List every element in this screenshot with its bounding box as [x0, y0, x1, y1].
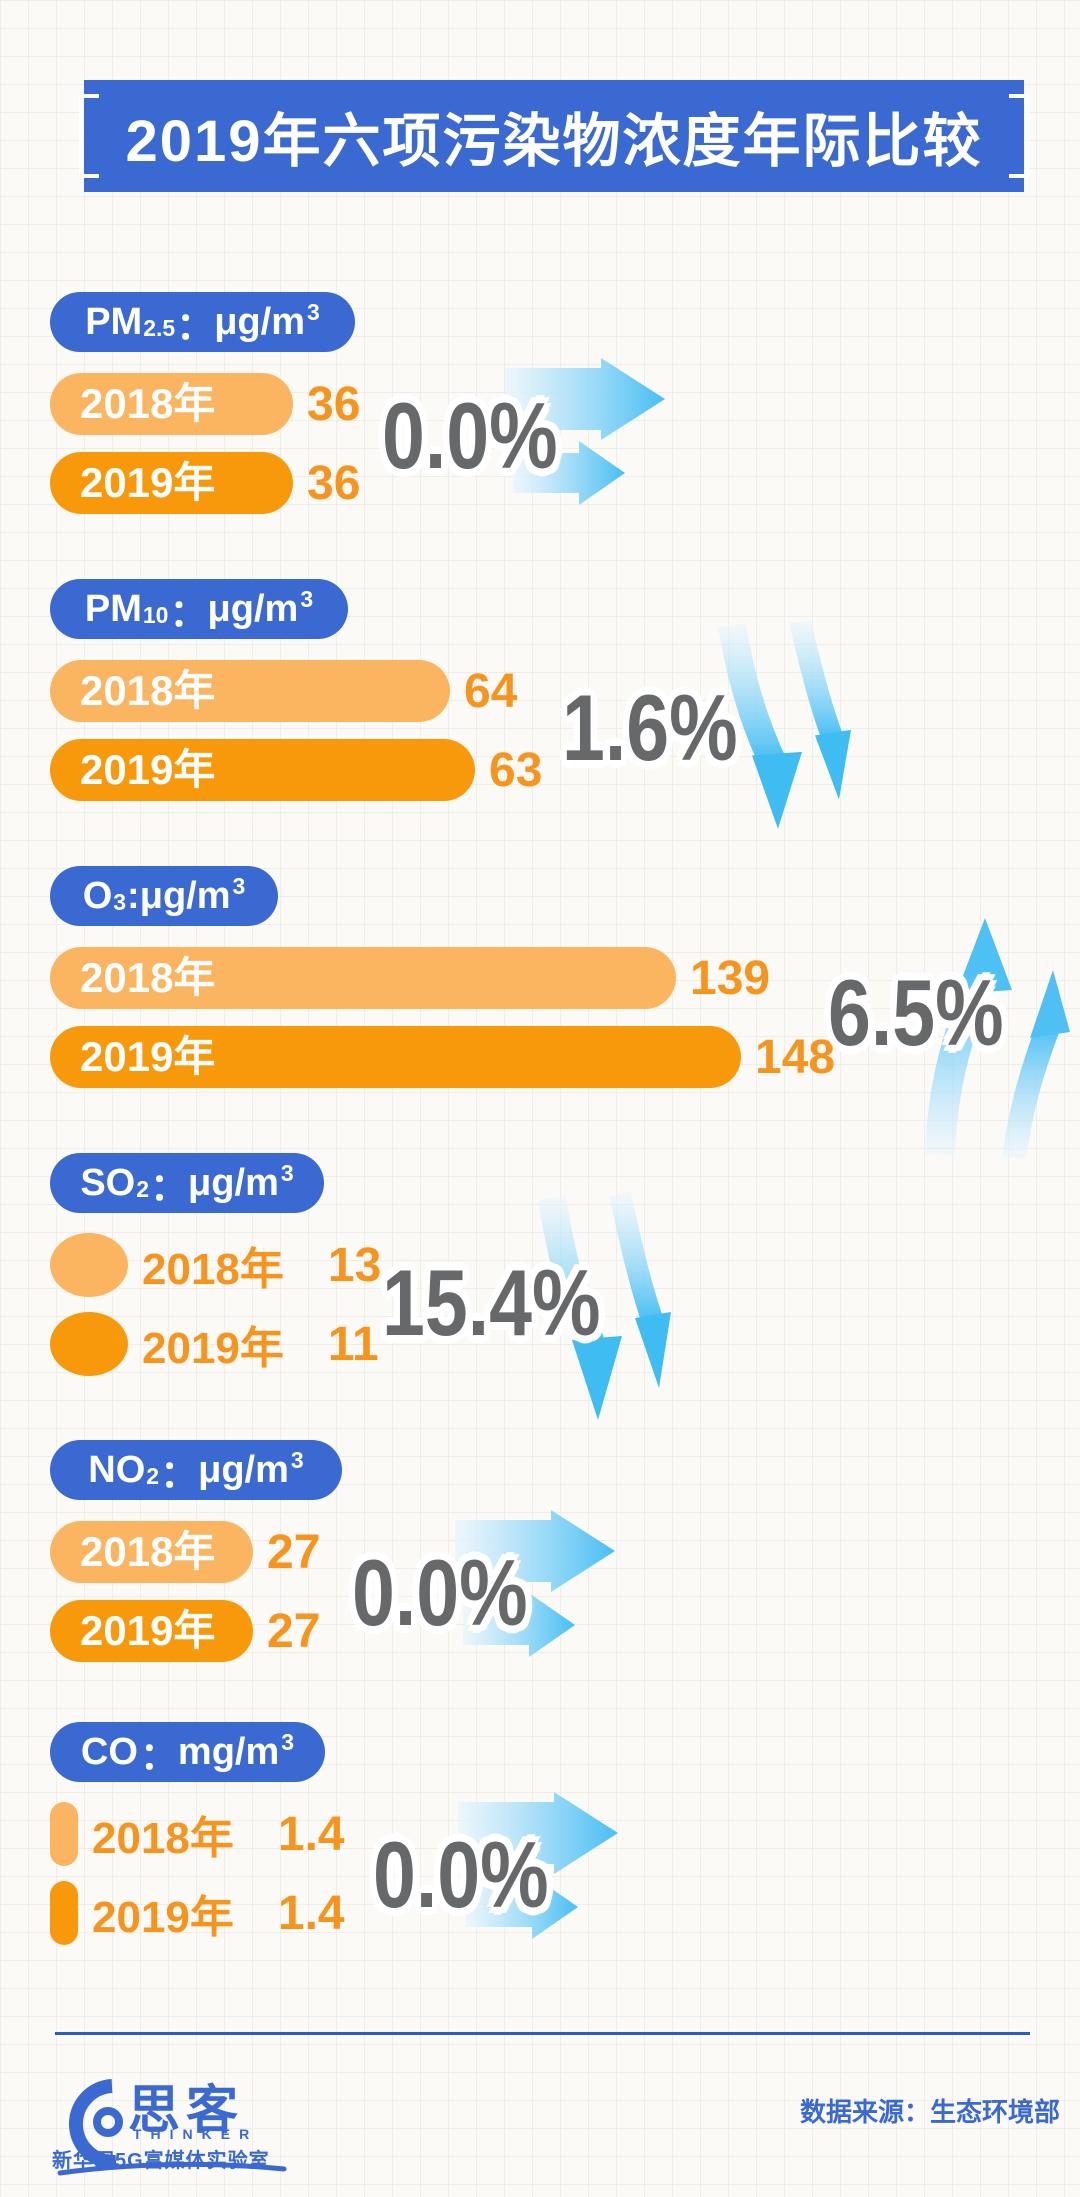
thinker-logo-cn: 思客 [128, 2082, 245, 2140]
bar-row-2018: 2018年 2018年 27 [50, 1520, 320, 1584]
trend-arrow-icon [455, 1510, 620, 1665]
bracket-left-icon [79, 94, 100, 178]
pollutant-unit: μg/m [198, 1448, 289, 1491]
bar-2018: 2018年 [50, 1233, 128, 1297]
bar-value: 27 [267, 1525, 321, 1579]
pollutant-unit: μg/m [207, 587, 299, 630]
thinker-logo-swirl-icon [57, 2079, 287, 2176]
pollutant-name: NO [88, 1448, 146, 1491]
footer-divider [55, 2032, 1030, 2035]
bar-2019: 2019年 [50, 1600, 253, 1662]
bar-value: 13 [327, 1238, 382, 1292]
unit-superscript: 3 [281, 1728, 295, 1755]
bar-2018: 2018年 [50, 660, 450, 722]
unit-superscript: 3 [290, 1446, 304, 1473]
pollutant-subscript: 3 [113, 888, 127, 915]
thinker-logo-en: THINKER [133, 2126, 259, 2142]
bar-2019: 2019年 [50, 1881, 78, 1945]
pollutant-label-pill: CO： mg/m 3 [50, 1722, 325, 1782]
pollutant-subscript: 2.5 [143, 314, 176, 341]
title-banner: 2019年六项污染物浓度年际比较 [79, 80, 1029, 192]
pollutant-label-pill: NO 2： μg/m 3 [50, 1440, 342, 1500]
page-title: 2019年六项污染物浓度年际比较 [125, 109, 983, 174]
bar-row-2019: 2019年 2019年 63 [50, 738, 542, 802]
data-source-label: 数据来源：生态环境部 [800, 2097, 1061, 2127]
bar-row-2018: 2018年 2018年 36 [50, 372, 360, 436]
bar-row-2018: 2018年 2018年 64 [50, 659, 517, 723]
bar-value: 1.4 [277, 1886, 345, 1940]
pollutant-unit: μg/m [188, 1161, 279, 1204]
bar-row-2019: 2019年 2019年 1.4 [50, 1881, 345, 1945]
bar-row-2019: 2019年 2019年 11 [50, 1312, 379, 1376]
bar-2018: 2018年 [50, 1521, 253, 1583]
trend-arrow-icon [702, 618, 852, 843]
bar-2018: 2018年 [50, 373, 293, 435]
bar-value: 64 [464, 664, 518, 718]
bar-value: 11 [327, 1317, 379, 1371]
change-percent: 6.5% [828, 960, 1004, 1065]
bar-2019: 2019年 [50, 452, 293, 514]
bar-row-2018: 2018年 2018年 1.4 [50, 1802, 345, 1866]
change-percent: 0.0% [373, 1822, 549, 1927]
pollutant-name: CO [80, 1730, 138, 1773]
trend-arrow-icon [458, 1792, 623, 1947]
pollutant-name: O [82, 874, 113, 917]
bar-year-label: 2019年 [80, 459, 216, 506]
pollutant-label-pill: PM 2.5： μg/m 3 [50, 292, 355, 352]
bar-row-2019: 2019年 2019年 27 [50, 1599, 320, 1663]
bar-value: 139 [690, 951, 771, 1005]
unit-superscript: 3 [307, 298, 320, 325]
bar-row-2019: 2019年 2019年 148 [50, 1025, 835, 1089]
bar-year-label-outside: 2019年 [92, 1893, 234, 1942]
bar-year-label: 2019年 [80, 1033, 216, 1080]
pollutant-subscript: 2 [146, 1462, 160, 1489]
bar-year-label: 2018年 [80, 667, 216, 714]
bar-2019: 2019年 [50, 1026, 741, 1088]
bar-year-label: 2019年 [80, 746, 216, 793]
unit-superscript: 3 [300, 585, 314, 612]
logo-subtitle: 新华网5G富媒体实验室 [52, 2150, 270, 2172]
bar-year-label-outside: 2018年 [142, 1245, 284, 1294]
bar-value: 36 [307, 456, 361, 510]
bar-2018: 2018年 [50, 947, 676, 1009]
unit-superscript: 3 [280, 1159, 294, 1186]
bar-row-2018: 2018年 2018年 13 [50, 1233, 381, 1297]
pollutant-name: SO [80, 1161, 136, 1204]
change-percent: 0.0% [382, 383, 558, 488]
bar-year-label: 2018年 [80, 954, 216, 1001]
bar-2018: 2018年 [50, 1802, 78, 1866]
bar-2019: 2019年 [50, 1312, 128, 1376]
bar-value: 27 [267, 1604, 321, 1658]
bar-year-label: 2018年 [80, 1528, 216, 1575]
pollutant-subscript: 2 [136, 1175, 150, 1202]
bar-row-2019: 2019年 2019年 36 [50, 451, 360, 515]
change-percent: 0.0% [352, 1540, 528, 1645]
trend-arrow-icon [522, 1190, 672, 1435]
change-percent: 1.6% [562, 675, 738, 780]
pollutant-name: PM [85, 300, 143, 343]
pollutant-subscript: 10 [142, 601, 169, 628]
bar-year-label: 2018年 [80, 380, 216, 427]
bar-2019: 2019年 [50, 739, 475, 801]
pollutant-unit: μg/m [139, 874, 231, 917]
unit-superscript: 3 [232, 872, 246, 899]
pollutant-unit: μg/m [214, 300, 305, 343]
bar-year-label-outside: 2019年 [142, 1324, 284, 1373]
pollutant-label-pill: PM 10： μg/m 3 [50, 579, 348, 639]
pollutant-name: PM [84, 587, 142, 630]
bracket-right-icon [1008, 94, 1029, 178]
bar-value: 148 [755, 1030, 836, 1084]
pollutant-unit: mg/m [177, 1730, 280, 1773]
bar-value: 63 [489, 743, 543, 797]
bar-year-label: 2019年 [80, 1607, 216, 1654]
bar-value: 36 [307, 377, 361, 431]
bar-value: 1.4 [277, 1807, 345, 1861]
trend-arrow-icon [912, 910, 1072, 1165]
bar-year-label-outside: 2018年 [92, 1814, 234, 1863]
change-percent: 15.4% [382, 1250, 601, 1355]
trend-arrow-icon [505, 358, 670, 513]
pollutant-label-pill: SO 2： μg/m 3 [50, 1153, 324, 1213]
bar-row-2018: 2018年 2018年 139 [50, 946, 770, 1010]
